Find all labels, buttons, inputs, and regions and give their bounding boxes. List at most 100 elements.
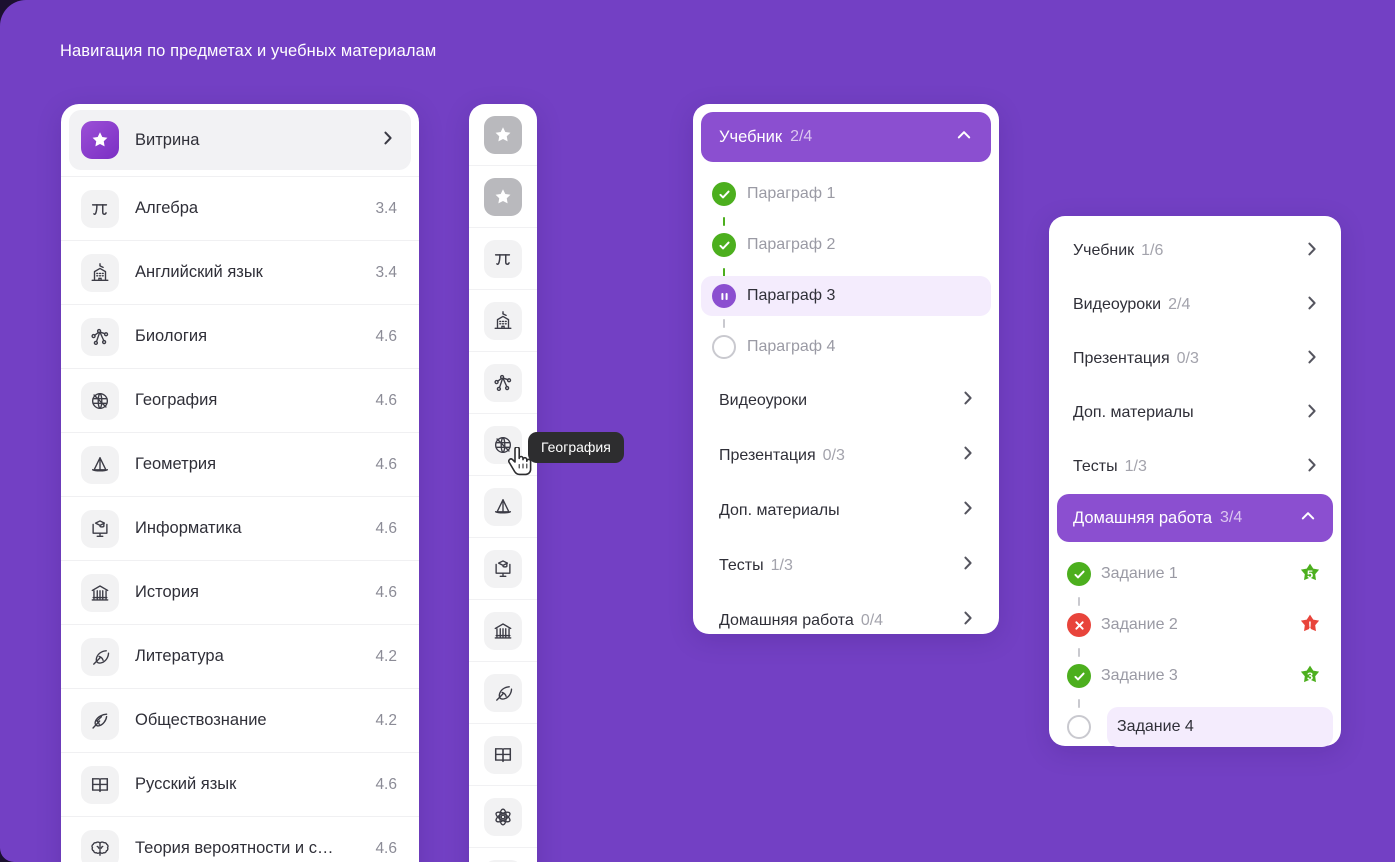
rail-cell[interactable] [469,290,537,352]
partial-icon[interactable] [484,859,522,862]
chevron-right-icon[interactable] [959,444,977,467]
rail-cell[interactable] [469,786,537,848]
chevron-right-icon[interactable] [1303,402,1321,425]
chevron-right-icon[interactable] [1303,456,1321,479]
status-failed-icon [1067,613,1091,637]
rail-cell[interactable] [469,724,537,786]
rail-cell[interactable] [469,476,537,538]
paragraph-node[interactable]: Параграф 2 [701,225,991,265]
subject-row[interactable]: Английский язык 3.4 [61,241,419,305]
status-done-icon [712,182,736,206]
rail-cell[interactable] [469,538,537,600]
material-link-row[interactable]: Презентация 0/3 [1057,332,1333,386]
school-icon [81,253,119,292]
status-todo-icon [712,335,736,359]
grade-star-value: 5 [1306,568,1314,581]
chevron-right-icon[interactable] [959,389,977,412]
grade-star-badge: 3 [1297,663,1323,689]
material-count: 0/3 [822,446,845,464]
subject-label: Теория вероятности и с… [135,839,334,857]
school-icon[interactable] [484,301,522,340]
material-link-row[interactable]: Тесты 1/3 [1057,440,1333,494]
chevron-up-icon[interactable] [955,126,973,149]
subject-row[interactable]: Витрина [69,110,411,170]
material-link-row[interactable]: Учебник 1/6 [1057,224,1333,278]
rail-cell[interactable] [469,166,537,228]
book-icon[interactable] [484,735,522,774]
paragraph-node[interactable]: Параграф 4 [701,327,991,367]
material-link-row[interactable]: Доп. материалы [1057,386,1333,440]
chevron-right-icon[interactable] [1303,294,1321,317]
star-icon[interactable] [484,177,522,216]
section-header-textbook[interactable]: Учебник 2/4 [701,112,991,162]
material-link-row[interactable]: Презентация 0/3 [701,428,991,483]
material-label: Учебник [1073,242,1135,259]
task-row[interactable]: Задание 4 [1067,707,1333,747]
material-link-row[interactable]: Доп. материалы [701,483,991,538]
cone-icon[interactable] [484,487,522,526]
node-bullet [701,182,747,206]
task-row[interactable]: Задание 1 5 [1057,554,1333,594]
chevron-right-icon[interactable] [1303,348,1321,371]
rail-cell[interactable] [469,352,537,414]
grade-star-badge: ! [1297,612,1323,638]
rail-cell[interactable] [469,104,537,166]
molecule-icon[interactable] [484,363,522,402]
section-header-label: Домашняя работа [1073,508,1213,527]
chevron-right-icon[interactable] [1303,240,1321,263]
star-icon[interactable] [484,115,522,154]
brain-icon [81,829,119,862]
rail-cell[interactable] [469,228,537,290]
subject-label: Геометрия [135,455,217,473]
chevron-right-icon[interactable] [959,499,977,522]
subject-score: 3.4 [375,199,397,217]
task-node-list: Задание 1 5 Задание 2 ! Задание 3 3 Задан… [1057,542,1333,759]
museum-icon[interactable] [484,611,522,650]
chevron-right-icon[interactable] [379,129,397,152]
subject-row[interactable]: История 4.6 [61,561,419,625]
node-connector [723,268,725,277]
subject-score: 3.4 [375,263,397,281]
material-label: Домашняя работа [719,611,854,629]
pi-icon[interactable] [484,239,522,278]
material-label: Доп. материалы [719,501,840,519]
rail-cell[interactable] [469,848,537,862]
subject-score: 4.6 [375,583,397,601]
node-connector [723,319,725,328]
chevron-up-icon[interactable] [1299,507,1317,530]
subject-row[interactable]: Геометрия 4.6 [61,433,419,497]
paragraph-node[interactable]: Параграф 3 [701,276,991,316]
material-link-row[interactable]: Домашняя работа 0/4 [701,593,991,648]
rail-cell[interactable] [469,600,537,662]
paragraph-node[interactable]: Параграф 1 [701,174,991,214]
subject-row[interactable]: Теория вероятности и с… 4.6 [61,817,419,862]
globe-icon [81,381,119,420]
subject-row[interactable]: Обществознание 4.2 [61,689,419,753]
atom-icon[interactable] [484,797,522,836]
material-link-row[interactable]: Видеоуроки [701,373,991,428]
subject-row[interactable]: География 4.6 [61,369,419,433]
material-count: 1/6 [1141,242,1164,259]
chevron-right-icon[interactable] [959,554,977,577]
subject-label: Русский язык [135,775,237,793]
paragraph-label: Параграф 4 [747,338,836,355]
section-header-homework[interactable]: Домашняя работа 3/4 [1057,494,1333,542]
material-link-row[interactable]: Видеоуроки 2/4 [1057,278,1333,332]
subject-score: 4.6 [375,839,397,857]
subject-row[interactable]: Русский язык 4.6 [61,753,419,817]
task-label: Задание 1 [1101,565,1178,582]
task-row[interactable]: Задание 2 ! [1057,605,1333,645]
rail-cell[interactable] [469,662,537,724]
subject-row[interactable]: Литература 4.2 [61,625,419,689]
material-count: 2/4 [1168,296,1191,313]
chevron-right-icon[interactable] [959,609,977,632]
subject-row[interactable]: Алгебра 3.4 [61,177,419,241]
paragraph-node-list: Параграф 1 Параграф 2 Параграф 3 Параграф… [701,162,991,373]
subject-row[interactable]: Биология 4.6 [61,305,419,369]
material-link-row[interactable]: Тесты 1/3 [701,538,991,593]
subject-row[interactable]: Информатика 4.6 [61,497,419,561]
task-row[interactable]: Задание 3 3 [1057,656,1333,696]
material-label: Видеоуроки [719,391,808,409]
feather-icon[interactable] [484,673,522,712]
monitor-cap-icon[interactable] [484,549,522,588]
